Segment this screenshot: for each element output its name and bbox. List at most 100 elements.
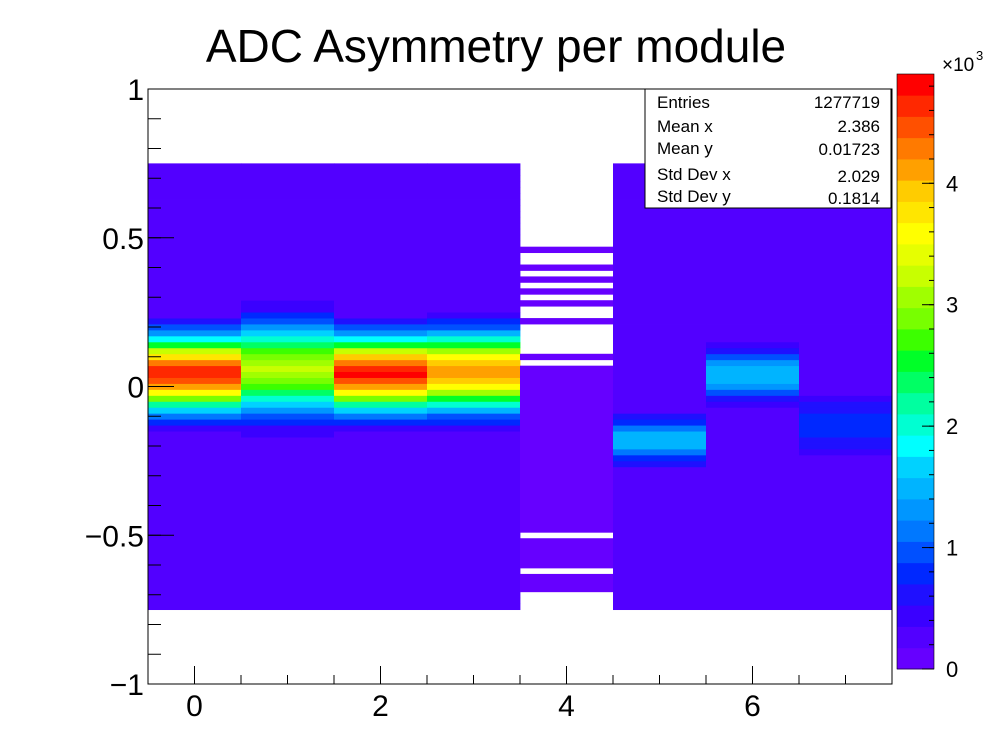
heatmap-cell-m0 [148, 466, 242, 474]
heatmap-cell-m1 [241, 300, 335, 307]
heatmap-cell-m2 [334, 443, 428, 450]
heatmap-cell-m3 [427, 264, 521, 271]
heatmap-cell-m2 [334, 490, 428, 497]
heatmap-cell-m4 [520, 425, 614, 432]
heatmap-cell-m0 [148, 210, 242, 218]
heatmap-cell-m7 [799, 377, 893, 384]
heatmap-cell-m0 [148, 502, 242, 509]
heatmap-cell-m0 [148, 199, 242, 206]
heatmap-cell-m1 [241, 282, 335, 289]
heatmap-cell-m5 [613, 365, 707, 373]
palette-swatch [897, 329, 934, 351]
heatmap-cell-m1 [241, 395, 335, 402]
heatmap-cell-m7 [799, 591, 893, 599]
heatmap-cell-m3 [427, 216, 521, 224]
heatmap-cell-m1 [241, 484, 335, 492]
x-tick-label: 0 [186, 690, 203, 723]
heatmap-cell-m7 [799, 324, 893, 331]
palette-tick-label: 4 [946, 171, 958, 196]
heatmap-cell-m1 [241, 306, 335, 313]
heatmap-cell-m1 [241, 567, 335, 575]
heatmap-cell-m3 [427, 205, 521, 212]
heatmap-cell-m1 [241, 294, 335, 301]
heatmap-cell-m7 [799, 383, 893, 390]
heatmap-cell-m3 [427, 276, 521, 283]
heatmap-cell-m1 [241, 502, 335, 509]
heatmap-cell-m7 [799, 252, 893, 259]
heatmap-cell-m6 [706, 276, 800, 283]
heatmap-cell-m4 [520, 585, 614, 593]
stats-box-frame [644, 88, 892, 209]
heatmap-cell-m1 [241, 228, 335, 236]
heatmap-cell-m3 [427, 318, 521, 325]
heatmap-cell-m5 [613, 538, 707, 545]
heatmap-cell-m3 [427, 585, 521, 593]
palette-swatch [897, 307, 934, 330]
palette-swatch [897, 477, 934, 500]
heatmap-cell-m3 [427, 169, 521, 176]
heatmap-cell-m5 [613, 276, 707, 283]
heatmap-cell-m5 [613, 567, 707, 575]
palette-swatch [897, 520, 934, 542]
heatmap-cell-m6 [706, 359, 800, 367]
heatmap-cell-m1 [241, 597, 335, 605]
heatmap-cell-m3 [427, 181, 521, 188]
heatmap-cell-m5 [613, 496, 707, 503]
heatmap-cell-m7 [799, 359, 893, 367]
heatmap-cell-m0 [148, 240, 242, 248]
heatmap-cell-m2 [334, 401, 428, 408]
heatmap-cell-m0 [148, 556, 242, 563]
heatmap-cell-m5 [613, 270, 707, 277]
heatmap-cell-m6 [706, 437, 800, 444]
heatmap-cell-m3 [427, 508, 521, 515]
heatmap-cell-m7 [799, 306, 893, 313]
heatmap-cell-m0 [148, 353, 242, 361]
heatmap-cell-m5 [613, 341, 707, 349]
heatmap-cell-m3 [427, 341, 521, 349]
heatmap-cell-m6 [706, 443, 800, 450]
heatmap-cell-m2 [334, 205, 428, 212]
heatmap-cell-m1 [241, 222, 335, 230]
heatmap-cell-m2 [334, 270, 428, 277]
heatmap-cell-m6 [706, 472, 800, 480]
heatmap-cell-m1 [241, 193, 335, 200]
heatmap-cell-m2 [334, 312, 428, 319]
heatmap-cell-m6 [706, 258, 800, 265]
heatmap-cell-m6 [706, 228, 800, 236]
heatmap-cell-m0 [148, 478, 242, 486]
heatmap-cell-m5 [613, 210, 707, 218]
heatmap-cell-m1 [241, 532, 335, 539]
heatmap-cell-m7 [799, 532, 893, 539]
heatmap-cell-m4 [520, 383, 614, 390]
heatmap-cell-m0 [148, 258, 242, 265]
heatmap-cell-m1 [241, 520, 335, 527]
heatmap-cell-m4 [520, 556, 614, 563]
heatmap-cell-m6 [706, 240, 800, 248]
heatmap-cell-m7 [799, 579, 893, 587]
heatmap-cell-m7 [799, 567, 893, 575]
heatmap-cell-m4 [520, 484, 614, 492]
heatmap-cell-m0 [148, 407, 242, 414]
palette-swatch [897, 647, 934, 670]
heatmap-cell-m5 [613, 472, 707, 480]
heatmap-cell-m0 [148, 234, 242, 242]
heatmap-cell-m1 [241, 448, 335, 456]
heatmap-cell-m7 [799, 371, 893, 378]
heatmap-cell-m5 [613, 490, 707, 497]
heatmap-cell-m6 [706, 556, 800, 563]
heatmap-cell-m1 [241, 199, 335, 206]
heatmap-cell-m3 [427, 478, 521, 486]
heatmap-cell-m2 [334, 532, 428, 539]
heatmap-cell-m5 [613, 389, 707, 396]
heatmap-cell-m4 [520, 478, 614, 486]
heatmap-cell-m2 [334, 573, 428, 581]
heatmap-cell-m0 [148, 573, 242, 581]
heatmap-cell-m6 [706, 389, 800, 396]
heatmap-cell-m2 [334, 562, 428, 569]
heatmap-cell-m3 [427, 502, 521, 509]
heatmap-cell-m6 [706, 484, 800, 492]
y-tick-label: 1 [127, 74, 144, 107]
heatmap-cell-m3 [427, 490, 521, 497]
heatmap-cell-m7 [799, 484, 893, 492]
heatmap-cell-m2 [334, 240, 428, 248]
